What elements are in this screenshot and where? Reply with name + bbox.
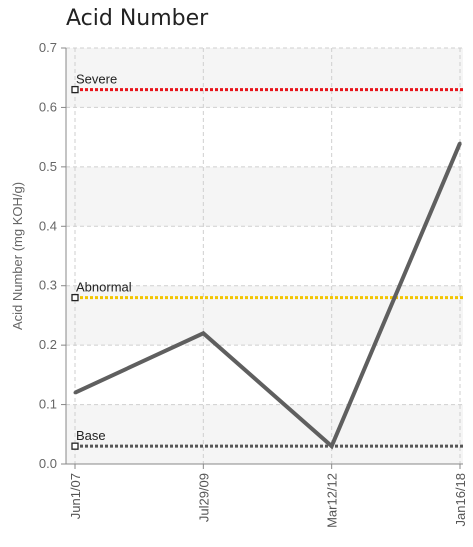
plot-band	[66, 166, 463, 227]
axes	[61, 47, 463, 469]
plot-band	[66, 285, 463, 346]
threshold-marker	[71, 85, 79, 94]
grid-lines	[66, 47, 463, 464]
y-tick-label: 0.5	[39, 159, 57, 174]
threshold-marker	[71, 293, 79, 302]
y-tick-label: 0.1	[39, 397, 57, 412]
data-point	[458, 141, 462, 145]
data-point	[73, 391, 77, 395]
threshold-label: Abnormal	[76, 280, 132, 295]
y-tick-label: 0.3	[39, 278, 57, 293]
chart-title: Acid Number	[66, 6, 209, 31]
data-point	[201, 331, 205, 335]
data-point	[330, 444, 334, 448]
y-tick-label: 0.0	[39, 456, 57, 471]
threshold-lines: Severe Abnormal Base	[71, 72, 463, 450]
threshold-marker	[71, 442, 79, 450]
x-tick-label: Jul29/09	[196, 473, 211, 522]
threshold-label: Base	[76, 428, 106, 443]
series-line	[74, 142, 462, 450]
plot-bands	[66, 48, 463, 464]
y-tick-label: 0.6	[39, 99, 57, 114]
x-tick-label: Jan16/18	[453, 473, 468, 527]
y-tick-label: 0.2	[39, 337, 57, 352]
series-layer	[73, 141, 462, 450]
threshold-label: Severe	[76, 72, 117, 87]
x-tick-label: Mar12/12	[325, 473, 340, 528]
x-tick-label: Jun1/07	[68, 473, 83, 519]
plot-band	[66, 404, 463, 464]
y-tick-label: 0.7	[39, 40, 57, 55]
axis-labels: 0.0 0.1 0.2 0.3 0.4 0.5 0.6 0.7 Jun1/07 Jul29/09 M…	[10, 40, 468, 528]
plot-band	[66, 48, 463, 108]
y-axis-title: Acid Number (mg KOH/g)	[10, 182, 25, 330]
y-tick-label: 0.4	[39, 218, 57, 233]
